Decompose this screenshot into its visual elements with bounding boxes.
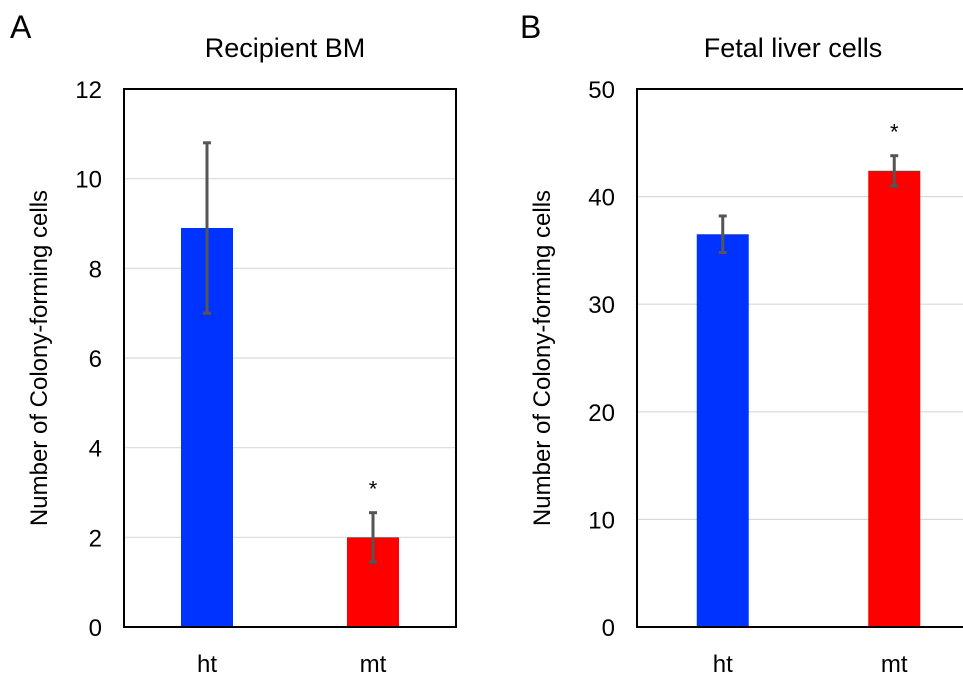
- error-bar-ht: [203, 141, 211, 315]
- y-tick-label: 12: [75, 77, 102, 104]
- significance-marker: *: [890, 120, 899, 145]
- panel-b: ht * mt 0 10 20 30 40 50 Fetal liver cells B Number…: [520, 9, 963, 676]
- error-bar-mt: [369, 511, 377, 564]
- y-tick-label: 2: [89, 525, 102, 552]
- y-tick-label: 10: [588, 507, 615, 534]
- y-tick-label: 30: [588, 292, 615, 319]
- panel-a: ht * mt 0 2 4 6 8 10 12 Recipient BM A Number of Col…: [10, 9, 457, 676]
- panel-letter: A: [10, 9, 32, 45]
- y-tick-label: 50: [588, 77, 615, 104]
- y-tick-label: 8: [89, 256, 102, 283]
- bar-ht: [696, 234, 749, 627]
- y-tick-label: 10: [75, 167, 102, 194]
- error-bar-mt: [890, 154, 899, 188]
- x-tick-label: mt: [360, 651, 387, 676]
- chart-title: Recipient BM: [205, 33, 366, 63]
- bar-mt: [868, 170, 921, 627]
- panel-letter: B: [520, 9, 541, 45]
- error-bar-ht: [718, 214, 727, 255]
- x-tick-label: ht: [197, 651, 217, 676]
- y-tick-label: 0: [602, 615, 615, 642]
- plot-frame: [636, 88, 963, 628]
- chart-title: Fetal liver cells: [704, 33, 883, 63]
- x-tick-label: ht: [713, 651, 733, 676]
- plot-frame: [123, 88, 457, 628]
- y-tick-label: 4: [89, 436, 102, 463]
- significance-marker: *: [369, 477, 378, 502]
- y-tick-label: 0: [89, 615, 102, 642]
- x-tick-label: mt: [881, 651, 908, 676]
- y-tick-label: 20: [588, 400, 615, 427]
- y-tick-label: 40: [588, 185, 615, 212]
- y-axis-label: Number of Colony-forming cells: [529, 190, 556, 526]
- y-tick-label: 6: [89, 346, 102, 373]
- y-axis-label: Number of Colony-forming cells: [26, 190, 53, 526]
